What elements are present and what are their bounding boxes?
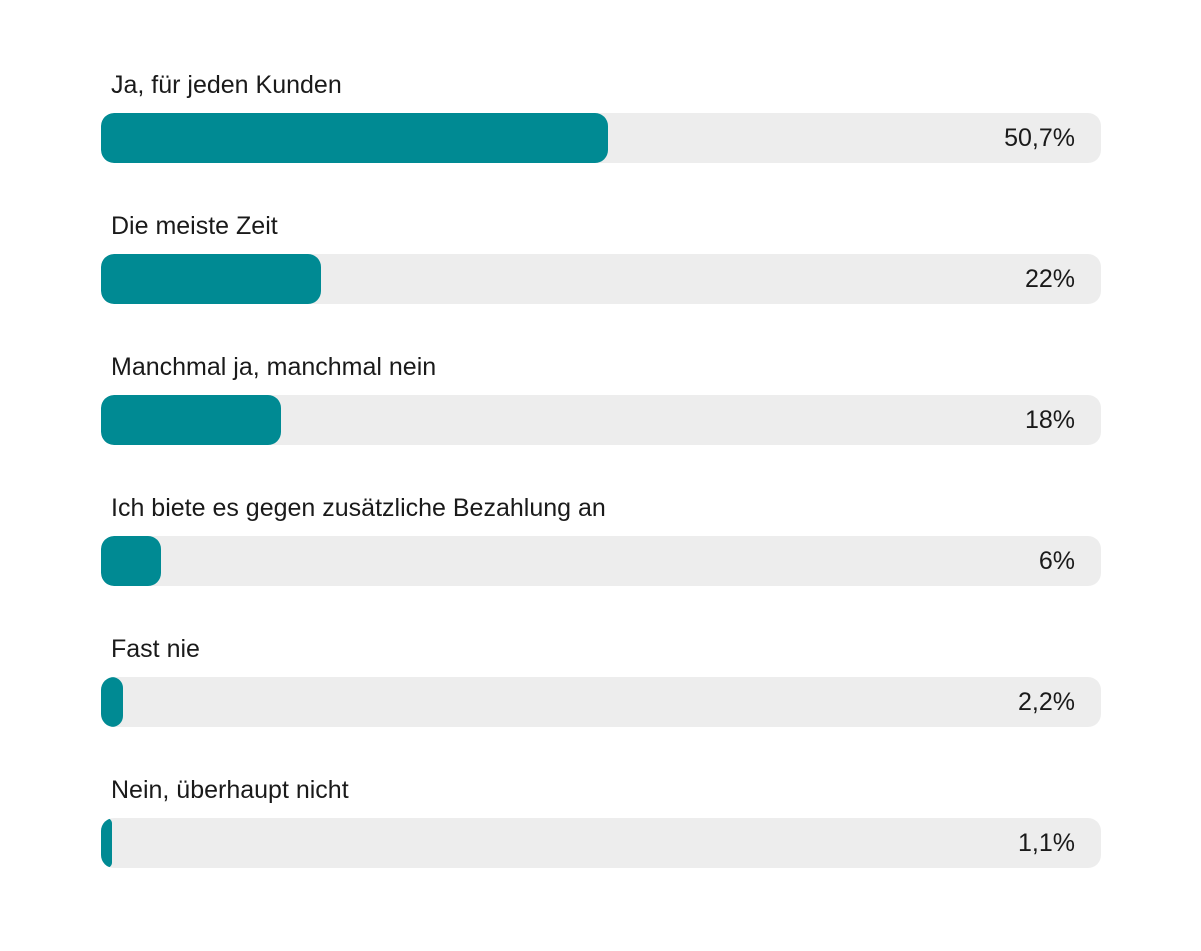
value-label: 1,1%	[1018, 829, 1075, 857]
bar-row: Ja, für jeden Kunden 50,7%	[101, 70, 1101, 190]
bar-track	[101, 677, 1101, 727]
value-label: 6%	[1038, 547, 1075, 575]
value-label: 18%	[1024, 406, 1075, 434]
bar-row: Manchmal ja, manchmal nein 18%	[101, 352, 1101, 472]
bar-track	[101, 536, 1101, 586]
category-label: Fast nie	[111, 635, 200, 663]
bar-fill	[101, 818, 112, 868]
bar-track	[101, 254, 1101, 304]
bar-track	[101, 818, 1101, 868]
bar-fill	[101, 113, 608, 163]
category-label: Ja, für jeden Kunden	[111, 71, 342, 99]
bar-track	[101, 113, 1101, 163]
bar-row: Nein, überhaupt nicht 1,1%	[101, 775, 1101, 895]
bar-fill	[101, 536, 161, 586]
category-label: Ich biete es gegen zusätzliche Bezahlung…	[111, 494, 606, 522]
bar-fill	[101, 254, 321, 304]
value-label: 22%	[1024, 265, 1075, 293]
category-label: Manchmal ja, manchmal nein	[111, 353, 437, 381]
category-label: Die meiste Zeit	[111, 212, 278, 240]
bar-row: Ich biete es gegen zusätzliche Bezahlung…	[101, 493, 1101, 613]
bar-fill	[101, 677, 123, 727]
category-label: Nein, überhaupt nicht	[111, 776, 349, 804]
value-label: 2,2%	[1018, 688, 1075, 716]
bar-row: Fast nie 2,2%	[101, 634, 1101, 754]
bar-fill	[101, 395, 281, 445]
value-label: 50,7%	[1004, 124, 1075, 152]
bar-row: Die meiste Zeit 22%	[101, 211, 1101, 331]
bar-track	[101, 395, 1101, 445]
